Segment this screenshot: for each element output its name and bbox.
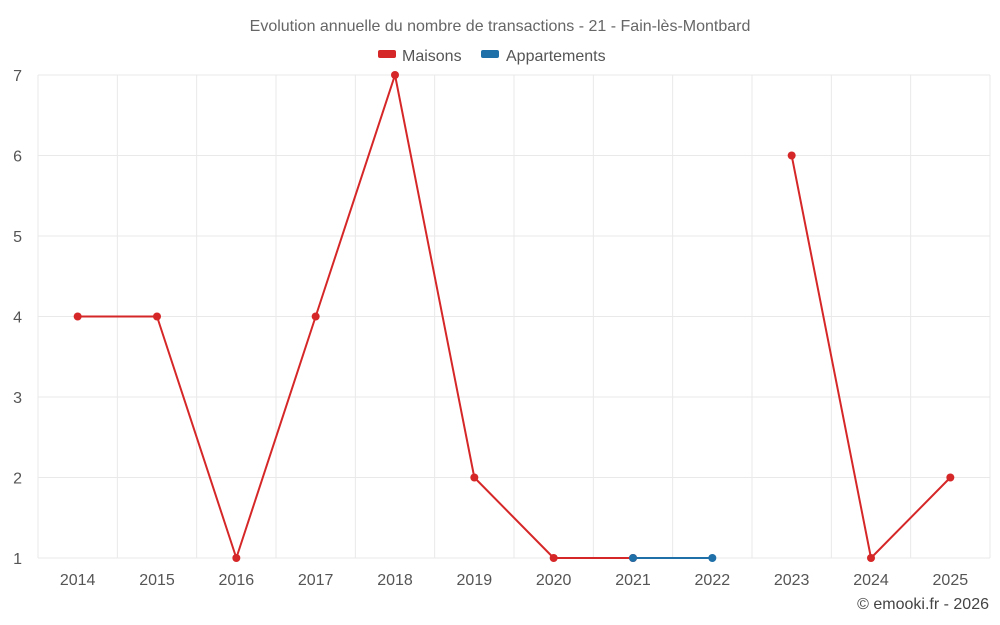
x-tick-label: 2020 (536, 572, 572, 589)
legend-swatch-appartements[interactable] (481, 50, 499, 58)
series-line-maisons (77, 74, 633, 559)
y-tick-label: 2 (13, 471, 22, 488)
x-tick-label: 2015 (139, 572, 175, 589)
x-tick-label: 2018 (377, 572, 413, 589)
x-tick-label: 2017 (298, 572, 334, 589)
x-tick-label: 2023 (774, 572, 810, 589)
legend: Maisons Appartements (378, 48, 606, 65)
legend-swatch-maisons[interactable] (378, 50, 396, 58)
credit-text: © emooki.fr - 2026 (857, 596, 989, 613)
x-tick-label: 2025 (933, 572, 969, 589)
data-point-appartements-2022[interactable] (708, 554, 717, 562)
y-tick-label: 6 (13, 149, 22, 166)
legend-label-appartements[interactable]: Appartements (506, 48, 606, 65)
x-tick-label: 2016 (219, 572, 255, 589)
chart-title: Evolution annuelle du nombre de transact… (250, 18, 751, 35)
data-point-maisons-2014[interactable] (73, 312, 82, 321)
data-point-maisons-2020[interactable] (549, 554, 558, 562)
x-tick-label: 2019 (457, 572, 493, 589)
grid (37, 74, 991, 559)
data-point-maisons-2024[interactable] (867, 554, 875, 562)
data-point-maisons-2018[interactable] (391, 71, 399, 79)
x-tick-label: 2022 (695, 572, 731, 589)
data-point-maisons-2023[interactable] (787, 151, 796, 160)
data-point-maisons-2016[interactable] (232, 554, 241, 562)
y-axis-ticks: 1 2 3 4 5 6 7 (13, 68, 22, 568)
legend-label-maisons[interactable]: Maisons (402, 48, 462, 65)
x-axis-ticks: 2014 2015 2016 2017 2018 2019 2020 2021 2022 2023… (60, 572, 968, 589)
y-tick-label: 3 (13, 390, 22, 407)
y-tick-label: 4 (13, 310, 22, 327)
data-point-appartements-2021[interactable] (629, 554, 637, 562)
x-tick-label: 2014 (60, 572, 96, 589)
y-tick-label: 1 (13, 551, 22, 568)
y-tick-label: 7 (13, 68, 22, 85)
data-point-maisons-2015[interactable] (153, 312, 161, 321)
data-point-maisons-2017[interactable] (311, 312, 320, 321)
x-tick-label: 2024 (853, 572, 889, 589)
data-point-maisons-2019[interactable] (470, 473, 479, 482)
y-tick-label: 5 (13, 229, 22, 246)
x-tick-label: 2021 (615, 572, 651, 589)
series-line-maisons (790, 155, 952, 559)
data-point-maisons-2025[interactable] (946, 473, 955, 482)
series-group (73, 71, 955, 562)
